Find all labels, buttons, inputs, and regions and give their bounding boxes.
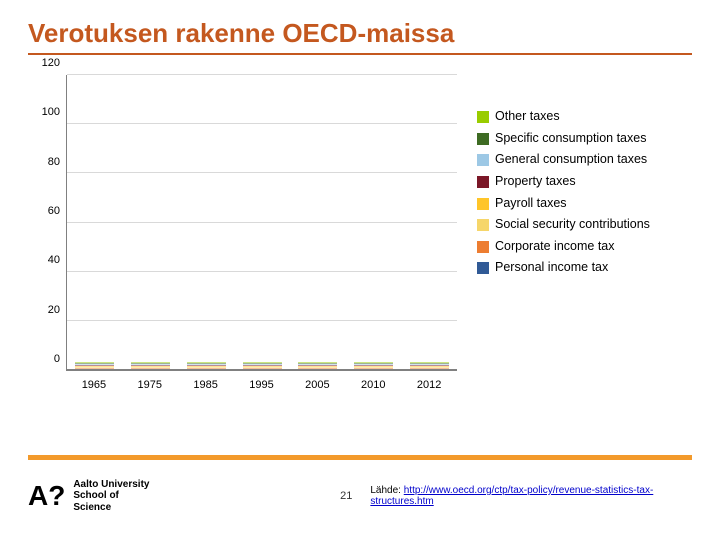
x-tick-label: 2005 xyxy=(289,375,345,399)
legend-item-specific-consumption-taxes: Specific consumption taxes xyxy=(477,131,677,147)
legend-item-social-security-contributions: Social security contributions xyxy=(477,217,677,233)
legend-swatch xyxy=(477,198,489,210)
gridline xyxy=(67,369,457,370)
bar-column xyxy=(178,75,234,370)
gridline xyxy=(67,320,457,321)
legend-label: Corporate income tax xyxy=(495,239,615,255)
logo-line1: Aalto University xyxy=(73,479,150,491)
legend-swatch xyxy=(477,219,489,231)
footer: A? Aalto University School of Science 21… xyxy=(28,470,692,522)
x-tick-label: 1975 xyxy=(122,375,178,399)
legend-label: Property taxes xyxy=(495,174,576,190)
legend-label: Social security contributions xyxy=(495,217,650,233)
gridline xyxy=(67,271,457,272)
bars-container xyxy=(67,75,457,370)
y-tick-label: 20 xyxy=(28,304,60,316)
y-tick-label: 100 xyxy=(28,106,60,118)
logo: A? Aalto University School of Science xyxy=(28,479,150,514)
legend-swatch xyxy=(477,176,489,188)
x-tick-label: 2012 xyxy=(401,375,457,399)
legend-swatch xyxy=(477,133,489,145)
legend-item-property-taxes: Property taxes xyxy=(477,174,677,190)
page-title: Verotuksen rakenne OECD-maissa xyxy=(28,18,692,49)
source-label: Lähde: xyxy=(370,485,401,496)
legend-swatch xyxy=(477,262,489,274)
legend-item-other-taxes: Other taxes xyxy=(477,109,677,125)
bar-column xyxy=(401,75,457,370)
legend-swatch xyxy=(477,111,489,123)
page-number: 21 xyxy=(340,490,352,502)
source-link[interactable]: http://www.oecd.org/ctp/tax-policy/reven… xyxy=(370,485,653,507)
x-tick-label: 1995 xyxy=(234,375,290,399)
title-underline xyxy=(28,53,692,55)
y-tick-label: 40 xyxy=(28,254,60,266)
bar-column xyxy=(67,75,123,370)
y-tick-label: 0 xyxy=(28,353,60,365)
logo-text: Aalto University School of Science xyxy=(73,479,150,514)
bar-column xyxy=(123,75,179,370)
gridline xyxy=(67,74,457,75)
legend-label: Payroll taxes xyxy=(495,196,567,212)
section-divider xyxy=(28,455,692,460)
gridline xyxy=(67,172,457,173)
bar-column xyxy=(234,75,290,370)
logo-mark: A? xyxy=(28,482,65,510)
legend-item-general-consumption-taxes: General consumption taxes xyxy=(477,152,677,168)
y-tick-label: 120 xyxy=(28,57,60,69)
x-axis-labels: 1965197519851995200520102012 xyxy=(66,375,457,399)
slide: Verotuksen rakenne OECD-maissa 196519751… xyxy=(0,0,720,540)
x-tick-label: 1985 xyxy=(178,375,234,399)
legend-swatch xyxy=(477,154,489,166)
legend: Other taxes Specific consumption taxes Gen… xyxy=(477,109,677,282)
legend-label: Other taxes xyxy=(495,109,560,125)
logo-line2: School of Science xyxy=(73,490,150,513)
legend-item-personal-income-tax: Personal income tax xyxy=(477,260,677,276)
legend-swatch xyxy=(477,241,489,253)
chart-area: 1965197519851995200520102012 0 20 40 60 80 10… xyxy=(28,69,463,399)
legend-item-corporate-income-tax: Corporate income tax xyxy=(477,239,677,255)
bar-column xyxy=(346,75,402,370)
y-tick-label: 60 xyxy=(28,205,60,217)
gridline xyxy=(67,123,457,124)
chart-wrap: 1965197519851995200520102012 0 20 40 60 80 10… xyxy=(28,69,692,399)
gridline xyxy=(67,222,457,223)
legend-label: General consumption taxes xyxy=(495,152,647,168)
legend-item-payroll-taxes: Payroll taxes xyxy=(477,196,677,212)
source-citation: Lähde: http://www.oecd.org/ctp/tax-polic… xyxy=(370,485,692,507)
plot-area xyxy=(66,75,457,371)
y-tick-label: 80 xyxy=(28,156,60,168)
bar-column xyxy=(290,75,346,370)
x-tick-label: 1965 xyxy=(66,375,122,399)
legend-label: Specific consumption taxes xyxy=(495,131,646,147)
x-tick-label: 2010 xyxy=(345,375,401,399)
legend-label: Personal income tax xyxy=(495,260,608,276)
